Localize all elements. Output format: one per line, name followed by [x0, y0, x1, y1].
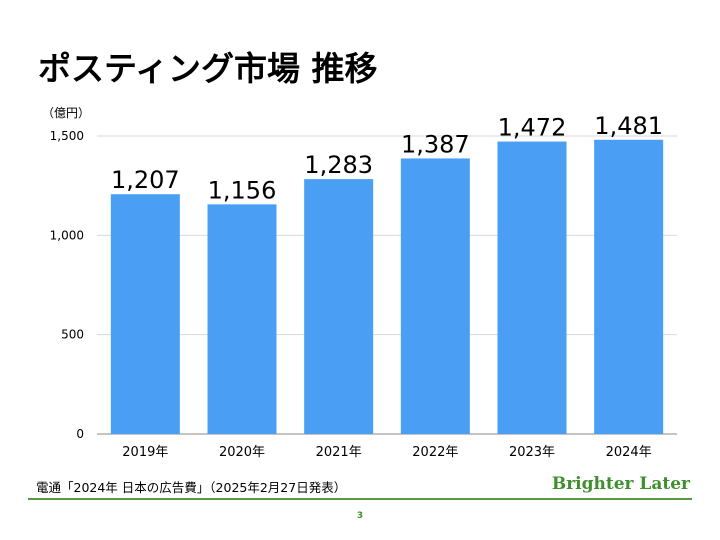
bar — [207, 204, 277, 434]
x-tick-label: 2024年 — [606, 445, 652, 460]
y-tick-label: 1,000 — [50, 228, 84, 242]
grid-lines — [97, 135, 677, 435]
bars — [110, 139, 664, 435]
bar — [497, 141, 567, 434]
page-number: 3 — [356, 511, 364, 521]
footer-divider — [28, 498, 692, 500]
x-tick-label: 2021年 — [316, 445, 362, 460]
source-note: 電通「2024年 日本の広告費」（2025年2月27日発表） — [36, 480, 347, 495]
bar-value-label: 1,156 — [208, 176, 277, 204]
bar — [400, 158, 470, 434]
bar — [110, 194, 180, 434]
bar-value-label: 1,283 — [304, 151, 373, 179]
x-tick-label: 2022年 — [412, 445, 458, 460]
bar — [594, 139, 664, 435]
y-tick-label: 1,500 — [50, 129, 84, 143]
y-axis-ticks: 0 500 1,000 1,500 — [50, 129, 84, 441]
slide-title: ポスティング市場 推移 — [38, 49, 378, 88]
bar-value-label: 1,481 — [594, 112, 663, 140]
x-tick-label: 2019年 — [122, 445, 168, 460]
bar-value-label: 1,472 — [498, 114, 567, 142]
brand-logo: Brighter Later — [551, 474, 690, 494]
bar-chart: 0 500 1,000 1,500 1,207 1,156 1,283 1,387 1,472… — [50, 112, 677, 460]
bar-value-label: 1,387 — [401, 130, 470, 158]
y-axis-unit-label: （億円） — [42, 106, 91, 120]
x-tick-label: 2023年 — [509, 445, 555, 460]
bar-value-label: 1,207 — [111, 166, 180, 194]
bar-value-labels: 1,207 1,156 1,283 1,387 1,472 1,481 — [111, 112, 663, 205]
y-tick-label: 500 — [61, 328, 84, 342]
bar — [304, 179, 374, 434]
x-tick-label: 2020年 — [219, 445, 265, 460]
x-axis-ticks: 2019年 2020年 2021年 2022年 2023年 2024年 — [122, 445, 651, 460]
y-tick-label: 0 — [76, 427, 84, 441]
